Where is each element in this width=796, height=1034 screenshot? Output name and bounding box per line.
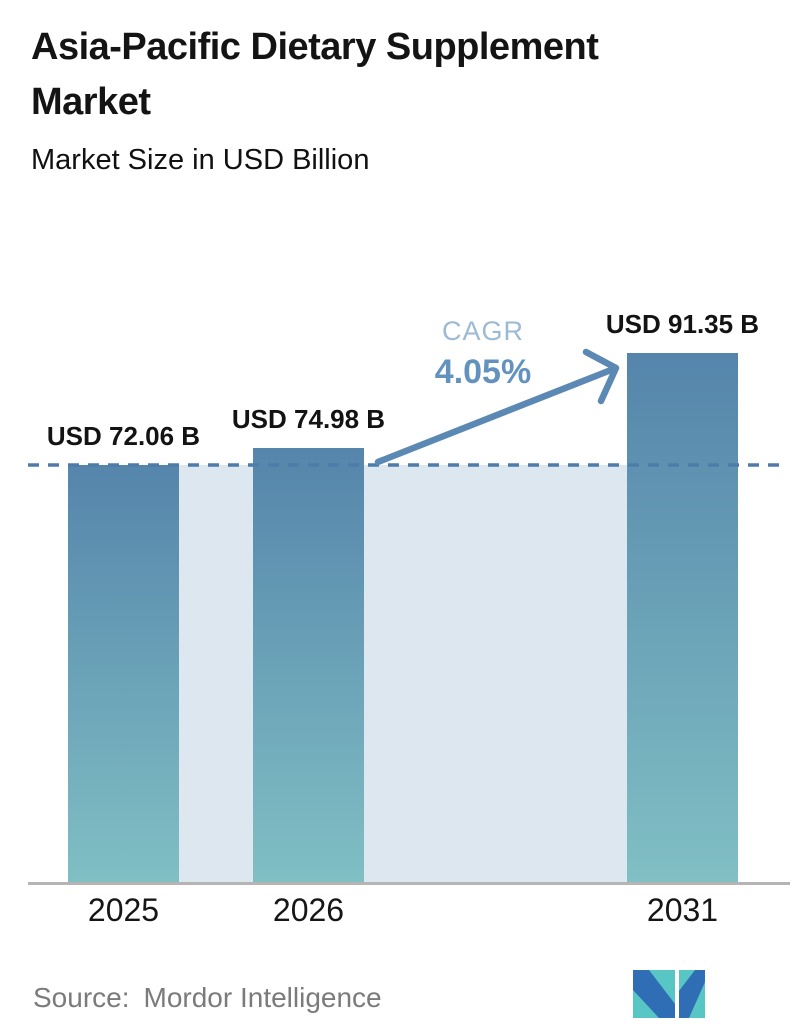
cagr-label: CAGR [441,316,524,346]
bar-2031 [627,353,738,882]
mordor-intelligence-logo-icon [633,970,705,1018]
plot-backdrop [68,465,738,882]
chart-header: Asia-Pacific Dietary Supplement Market M… [31,20,599,177]
x-tick-2025: 2025 [87,892,160,928]
chart-subtitle: Market Size in USD Billion [31,144,370,176]
x-axis-line [28,882,790,885]
cagr-value: 4.05% [434,353,532,391]
chart-title-line-1: Asia-Pacific Dietary Supplement [31,26,599,68]
cagr-annotation: CAGR 4.05% [435,316,531,392]
bar-2025 [68,465,179,882]
source-label: Source: [33,982,130,1013]
chart-title-line-2: Market [31,81,151,123]
source-name: Mordor Intelligence [143,982,382,1013]
x-tick-2026: 2026 [272,892,345,928]
bar-2026 [253,448,364,882]
source-line: Source: Mordor Intelligence [33,982,382,1014]
value-label-2026: USD 74.98 B [231,404,386,435]
x-tick-2031: 2031 [646,892,719,928]
value-label-2025: USD 72.06 B [46,421,201,451]
value-label-2031: USD 91.35 B [605,309,760,340]
